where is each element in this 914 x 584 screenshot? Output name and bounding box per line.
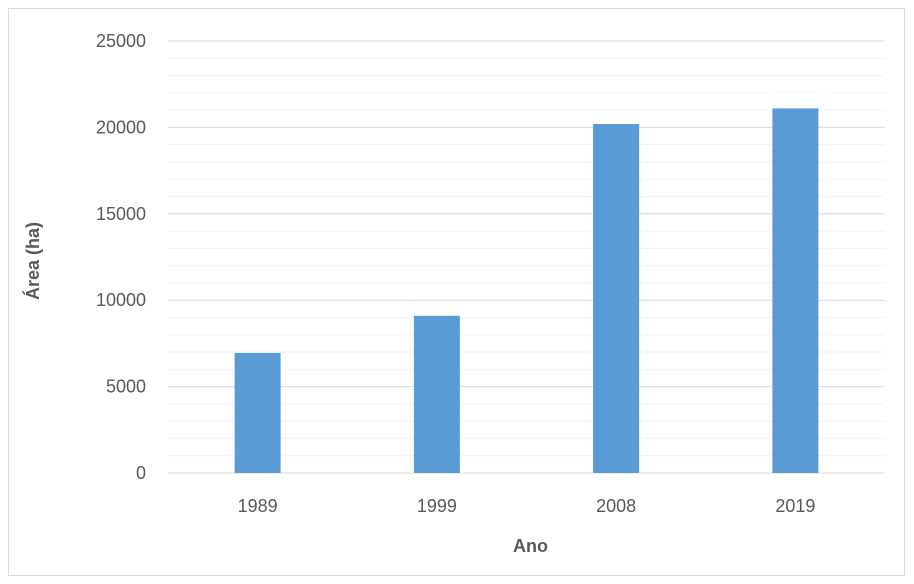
chart-frame xyxy=(8,8,905,576)
y-tick-label: 25000 xyxy=(96,31,146,51)
y-tick-label: 10000 xyxy=(96,290,146,310)
y-tick-label: 15000 xyxy=(96,204,146,224)
y-tick-label: 0 xyxy=(136,463,146,483)
y-tick-labels: 0 5000 10000 15000 20000 25000 xyxy=(96,31,146,483)
bar-2019 xyxy=(772,108,819,473)
y-tick-label: 20000 xyxy=(96,117,146,137)
y-axis-title: Área (ha) xyxy=(22,222,43,300)
x-tick-label: 1999 xyxy=(417,496,457,516)
bar-2008 xyxy=(593,123,640,473)
bar-1999 xyxy=(413,315,460,473)
x-axis-title: Ano xyxy=(513,536,548,556)
bars xyxy=(234,108,819,473)
x-tick-label: 2008 xyxy=(596,496,636,516)
x-tick-label: 1989 xyxy=(238,496,278,516)
gridlines xyxy=(168,40,885,474)
bar-1989 xyxy=(234,352,281,473)
y-tick-label: 5000 xyxy=(106,377,146,397)
x-tick-label: 2019 xyxy=(775,496,815,516)
x-tick-labels: 1989 1999 2008 2019 xyxy=(238,496,816,516)
